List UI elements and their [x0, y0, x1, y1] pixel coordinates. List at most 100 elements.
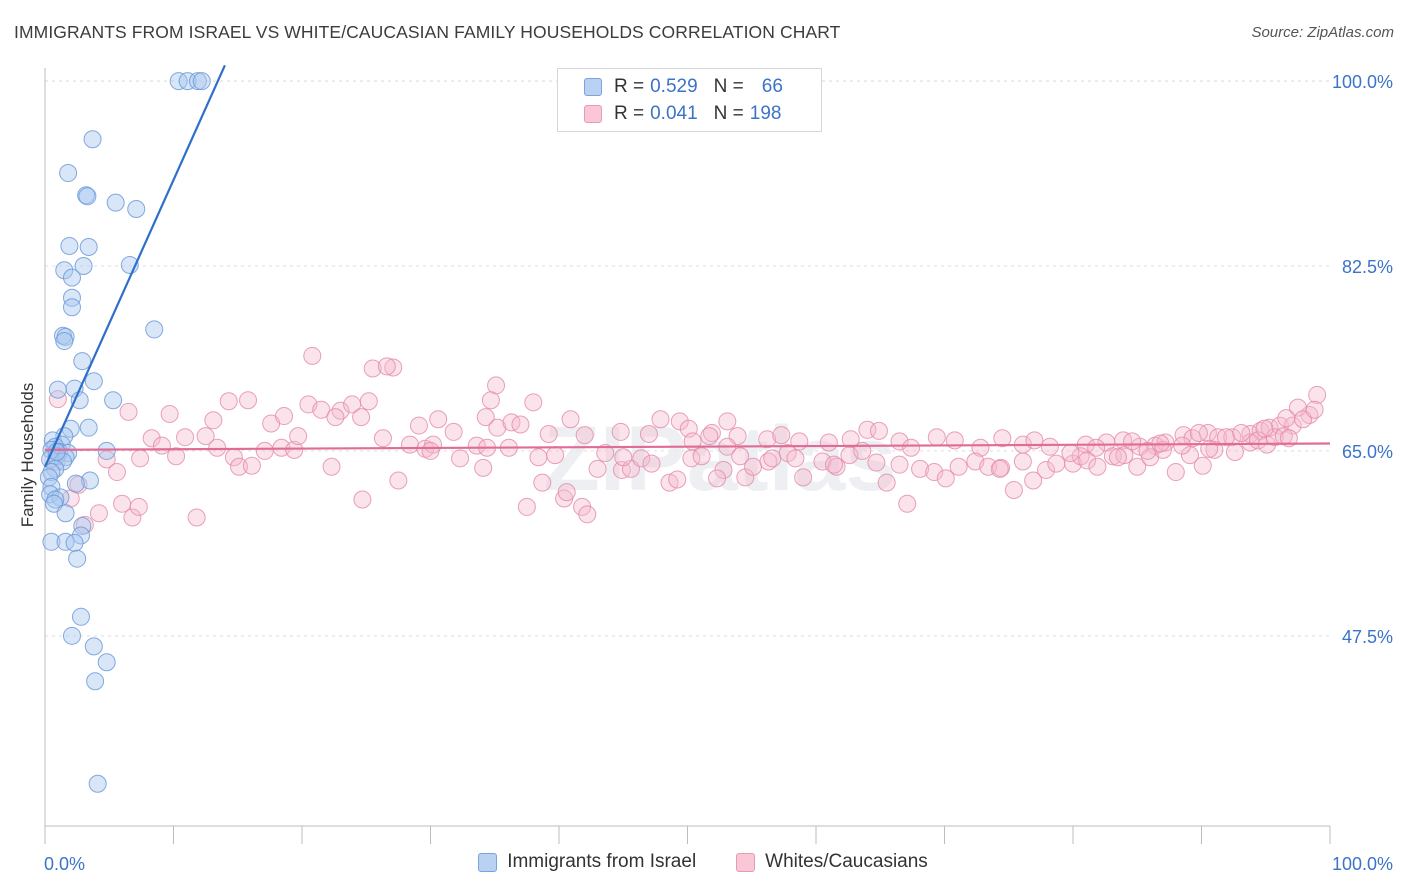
data-point-israel — [97, 441, 116, 460]
data-point-whites — [204, 411, 223, 430]
gridlines — [45, 80, 1330, 637]
trend-lines — [43, 64, 1331, 468]
legend-r-value: 0.529 — [650, 76, 698, 97]
data-point-israel — [62, 268, 81, 287]
data-point-whites — [700, 427, 719, 446]
data-point-whites — [813, 452, 832, 471]
x-tick-label-max: 100.0% — [1332, 854, 1393, 874]
data-point-israel — [74, 257, 93, 276]
data-point-whites — [275, 407, 294, 426]
series-legend: Immigrants from Israel Whites/Caucasians — [0, 851, 1406, 873]
data-point-whites — [758, 430, 777, 449]
y-tick-label: 65.0% — [1342, 442, 1393, 462]
data-point-whites — [517, 497, 536, 516]
data-point-israel — [84, 372, 103, 391]
data-point-israel — [41, 485, 60, 504]
data-point-whites — [107, 463, 126, 482]
data-point-whites — [196, 427, 215, 446]
data-point-whites — [89, 504, 108, 523]
data-point-israel — [188, 72, 207, 91]
data-point-whites — [557, 483, 576, 502]
data-point-whites — [312, 400, 331, 419]
data-point-whites — [692, 447, 711, 466]
data-point-israel — [42, 463, 61, 482]
data-point-whites — [993, 429, 1012, 448]
data-point-whites — [1205, 440, 1224, 459]
data-point-whites — [1037, 460, 1056, 479]
data-point-israel — [62, 288, 81, 307]
data-point-israel — [68, 549, 87, 568]
legend-swatch-pink — [736, 852, 756, 872]
legend-swatch-blue — [584, 78, 602, 96]
data-point-whites — [786, 449, 805, 468]
data-point-whites — [898, 494, 917, 513]
data-point-whites — [546, 446, 565, 465]
data-point-israel — [79, 418, 98, 437]
data-point-whites — [1087, 438, 1106, 457]
data-point-whites — [481, 391, 500, 410]
data-point-whites — [488, 418, 507, 437]
data-point-whites — [208, 438, 227, 457]
data-point-israel — [55, 332, 74, 351]
x-tick-label-min: 0.0% — [44, 854, 85, 874]
data-point-israel — [104, 391, 123, 410]
data-point-whites — [971, 438, 990, 457]
data-point-whites — [1078, 451, 1097, 470]
data-point-israel — [106, 193, 125, 212]
data-point-whites — [731, 447, 750, 466]
axes — [44, 68, 1331, 844]
data-point-israel — [78, 187, 97, 206]
y-tick-label: 47.5% — [1342, 627, 1393, 647]
data-point-whites — [326, 408, 345, 427]
data-point-whites — [1193, 456, 1212, 475]
data-point-whites — [763, 449, 782, 468]
data-point-whites — [389, 471, 408, 490]
data-point-whites — [142, 429, 161, 448]
legend-label-whites: Whites/Caucasians — [765, 851, 928, 872]
correlation-legend: R = 0.529 N = 66 R = 0.041 N = 198 — [557, 68, 822, 132]
data-point-whites — [1024, 471, 1043, 490]
data-point-israel — [80, 471, 99, 490]
data-point-whites — [927, 428, 946, 447]
data-point-whites — [867, 453, 886, 472]
data-point-whites — [1064, 454, 1082, 473]
data-point-whites — [1189, 423, 1208, 442]
data-point-israel — [53, 452, 72, 471]
data-point-whites — [1061, 444, 1080, 463]
data-point-whites — [588, 459, 607, 478]
data-point-whites — [1223, 428, 1242, 447]
data-point-whites — [129, 497, 148, 516]
data-point-whites — [1279, 429, 1298, 448]
data-point-whites — [639, 425, 658, 444]
data-point-israel — [88, 774, 107, 793]
data-point-whites — [476, 408, 495, 427]
data-point-israel — [71, 526, 90, 545]
y-tick-label: 82.5% — [1342, 257, 1393, 277]
data-point-whites — [539, 425, 558, 444]
data-point-whites — [444, 422, 463, 441]
data-point-whites — [363, 359, 382, 378]
data-point-israel — [84, 637, 103, 656]
data-point-whites — [902, 438, 921, 457]
legend-n-label: N = — [713, 103, 744, 124]
legend-row-israel: R = 0.529 N = 66 — [584, 74, 799, 100]
data-point-israel — [178, 72, 197, 91]
legend-n-value: 198 — [749, 103, 782, 124]
data-point-whites — [702, 423, 721, 442]
data-point-whites — [869, 421, 888, 440]
data-point-whites — [1088, 457, 1107, 476]
data-point-whites — [219, 392, 238, 411]
data-point-whites — [239, 391, 258, 410]
tick-labels: 47.5% 65.0% 82.5% 100.0% 0.0% 100.0% — [44, 72, 1393, 874]
data-point-whites — [925, 463, 944, 482]
data-point-whites — [794, 468, 813, 487]
data-point-whites — [772, 426, 791, 445]
data-point-whites — [841, 430, 860, 449]
data-point-whites — [575, 426, 594, 445]
legend-row-whites: R = 0.041 N = 198 — [584, 101, 797, 127]
data-point-whites — [167, 447, 186, 466]
data-point-whites — [1040, 437, 1059, 456]
data-point-whites — [614, 448, 633, 467]
data-point-whites — [1173, 436, 1192, 455]
data-point-whites — [511, 415, 530, 434]
